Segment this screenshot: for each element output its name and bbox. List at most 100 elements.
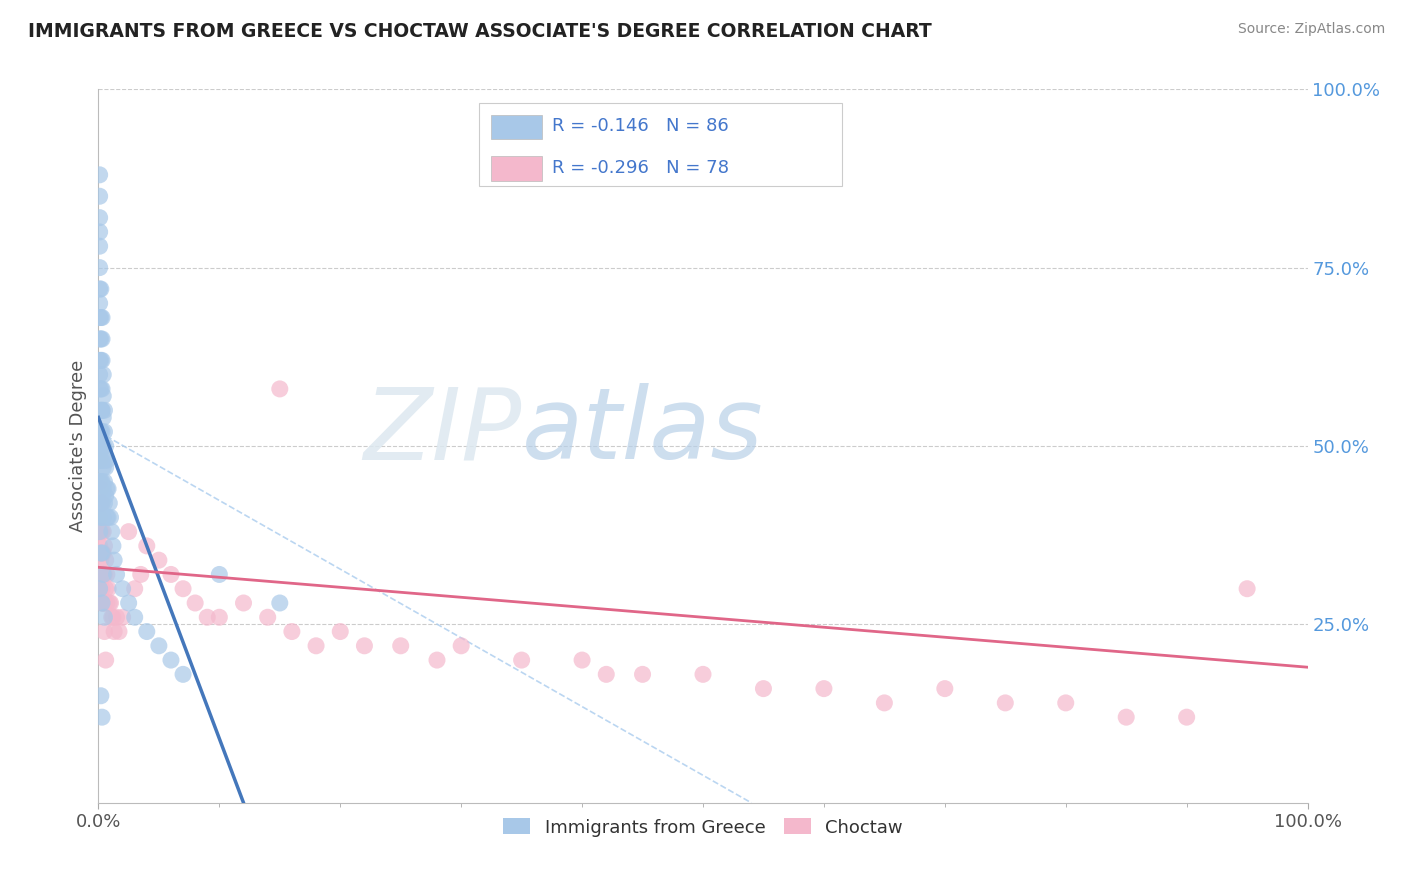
Point: [91, 453, 114, 467]
Point: [91, 496, 114, 510]
Point: [100, 610, 122, 624]
Point: [94, 582, 117, 596]
Point: [129, 567, 152, 582]
Point: [93, 403, 115, 417]
Point: [148, 639, 170, 653]
Point: [90, 332, 112, 346]
Point: [96, 453, 118, 467]
Point: [100, 524, 122, 539]
Point: [97, 510, 120, 524]
Point: [305, 639, 328, 653]
Point: [1115, 710, 1137, 724]
Point: [90, 353, 112, 368]
Point: [90, 524, 112, 539]
Point: [91, 403, 114, 417]
Point: [101, 610, 124, 624]
Point: [89, 524, 111, 539]
Point: [208, 567, 231, 582]
Point: [89, 332, 111, 346]
Point: [91, 524, 114, 539]
Text: ZIP: ZIP: [363, 384, 522, 480]
Point: [100, 596, 122, 610]
Point: [93, 496, 115, 510]
Point: [91, 710, 114, 724]
Point: [89, 353, 111, 368]
Point: [94, 460, 117, 475]
Point: [94, 653, 117, 667]
Text: atlas: atlas: [522, 384, 763, 480]
Point: [91, 510, 114, 524]
Point: [91, 596, 114, 610]
Point: [160, 653, 183, 667]
Point: [108, 624, 131, 639]
Point: [96, 482, 118, 496]
Point: [269, 382, 291, 396]
Y-axis label: Associate's Degree: Associate's Degree: [69, 359, 87, 533]
Point: [91, 567, 114, 582]
Point: [90, 310, 112, 325]
Point: [256, 610, 278, 624]
Point: [90, 282, 112, 296]
Point: [1175, 710, 1198, 724]
Point: [91, 546, 114, 560]
Point: [135, 539, 157, 553]
Point: [118, 524, 141, 539]
Point: [89, 539, 111, 553]
Point: [90, 567, 112, 582]
Point: [91, 439, 114, 453]
Point: [89, 239, 111, 253]
Text: R = -0.146   N = 86: R = -0.146 N = 86: [551, 118, 728, 136]
Point: [89, 168, 111, 182]
Point: [91, 524, 114, 539]
FancyBboxPatch shape: [479, 103, 842, 186]
Point: [281, 624, 304, 639]
Point: [89, 475, 111, 489]
Point: [89, 496, 111, 510]
FancyBboxPatch shape: [492, 156, 543, 180]
Point: [90, 439, 112, 453]
Point: [89, 510, 111, 524]
Point: [91, 403, 114, 417]
Point: [93, 475, 115, 489]
Point: [93, 425, 115, 439]
Point: [97, 482, 120, 496]
Point: [89, 582, 111, 596]
Point: [94, 439, 117, 453]
Point: [89, 582, 111, 596]
Legend: Immigrants from Greece, Choctaw: Immigrants from Greece, Choctaw: [496, 811, 910, 844]
Point: [510, 653, 533, 667]
Point: [96, 596, 118, 610]
Point: [91, 546, 114, 560]
Point: [89, 567, 111, 582]
Point: [93, 610, 115, 624]
Point: [353, 639, 375, 653]
Point: [91, 389, 114, 403]
Point: [89, 382, 111, 396]
Point: [934, 681, 956, 696]
Point: [994, 696, 1017, 710]
Point: [90, 496, 112, 510]
Point: [97, 582, 120, 596]
Point: [93, 567, 115, 582]
Point: [100, 510, 122, 524]
Point: [89, 546, 111, 560]
Point: [90, 553, 112, 567]
Point: [89, 189, 111, 203]
Point: [91, 567, 114, 582]
Point: [90, 546, 112, 560]
Text: Source: ZipAtlas.com: Source: ZipAtlas.com: [1237, 22, 1385, 37]
Point: [90, 482, 112, 496]
Point: [89, 453, 111, 467]
Point: [450, 639, 472, 653]
Point: [90, 689, 112, 703]
Point: [90, 510, 112, 524]
Point: [91, 596, 114, 610]
Point: [101, 539, 124, 553]
Text: IMMIGRANTS FROM GREECE VS CHOCTAW ASSOCIATE'S DEGREE CORRELATION CHART: IMMIGRANTS FROM GREECE VS CHOCTAW ASSOCI…: [28, 22, 932, 41]
Point: [426, 653, 449, 667]
Point: [98, 496, 121, 510]
Point: [90, 496, 112, 510]
Point: [595, 667, 617, 681]
Point: [90, 546, 112, 560]
Point: [90, 453, 112, 467]
